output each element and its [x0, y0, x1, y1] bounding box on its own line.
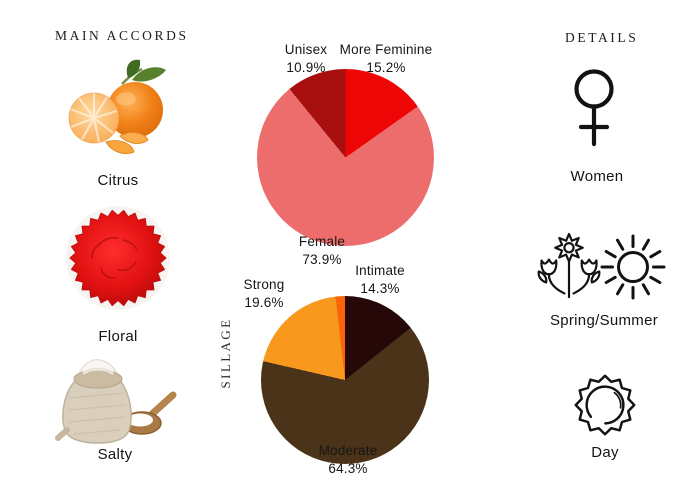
sun-icon	[600, 234, 666, 300]
mandarin-oranges-icon	[68, 59, 166, 155]
red-carnation-icon	[66, 206, 170, 310]
gender-pie-label-female: Female 73.9%	[287, 233, 357, 269]
spring-summer-detail-icon	[537, 228, 601, 304]
slice-pct: 64.3%	[328, 460, 368, 476]
sillage-axis-title: SILLAGE	[218, 317, 233, 389]
slice-label: Unisex	[284, 42, 328, 57]
slice-label: Strong	[243, 277, 285, 292]
detail-label-day: Day	[591, 444, 619, 461]
sillage-pie-label-strong: Strong 19.6%	[229, 276, 299, 312]
salty-image	[48, 350, 182, 444]
summer-sun	[597, 231, 669, 303]
day-detail-icon	[572, 372, 638, 438]
gender-pie-label-more-feminine: More Feminine 15.2%	[337, 41, 435, 77]
gender-pie-chart	[257, 69, 434, 246]
main-accords-title: MAIN ACCORDS	[55, 28, 189, 43]
accord-label-citrus: Citrus	[97, 172, 139, 189]
sillage-pie-label-moderate: Moderate 64.3%	[308, 442, 388, 478]
slice-pct: 15.2%	[366, 59, 406, 75]
women-detail-icon	[566, 68, 622, 154]
slice-pct: 19.6%	[244, 294, 284, 310]
female-gender-icon	[574, 69, 614, 147]
slice-label: Moderate	[318, 443, 378, 458]
slice-label: More Feminine	[339, 42, 433, 57]
sillage-pie-chart	[261, 296, 429, 464]
salt-bag-icon	[55, 359, 177, 444]
citrus-image	[58, 58, 178, 168]
detail-label-women: Women	[570, 168, 624, 185]
slice-label: Intimate	[355, 263, 405, 278]
slice-pct: 73.9%	[302, 251, 342, 267]
slice-label: Female	[298, 234, 346, 249]
accord-label-salty: Salty	[97, 446, 133, 463]
slice-pct: 10.9%	[286, 59, 326, 75]
floral-image	[62, 206, 174, 314]
day-sun-icon	[574, 374, 636, 436]
accord-label-floral: Floral	[98, 328, 138, 345]
gender-pie-label-unisex: Unisex 10.9%	[271, 41, 341, 77]
flowers-icon	[537, 232, 601, 299]
sillage-pie-label-intimate: Intimate 14.3%	[340, 262, 420, 298]
slice-pct: 14.3%	[360, 280, 400, 296]
detail-label-spring-summer: Spring/Summer	[549, 312, 659, 329]
details-title: DETAILS	[565, 30, 639, 45]
